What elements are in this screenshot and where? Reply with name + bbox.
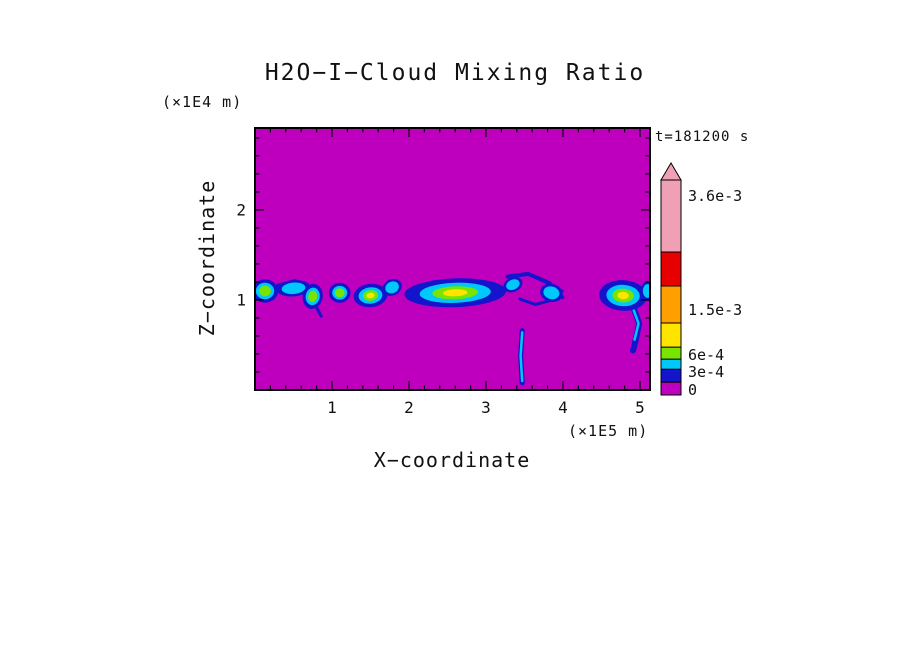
- cloud-layer-green: [259, 285, 271, 297]
- colorbar-segment-background: [660, 381, 682, 396]
- colorbar-tick-label: 1.5e-3: [688, 301, 742, 319]
- x-axis-unit-label: (×1E5 m): [568, 422, 649, 440]
- colorbar-overflow-arrow: [660, 162, 682, 181]
- plot-area-background: [255, 128, 650, 390]
- y-tick-label: 1: [236, 291, 246, 310]
- cloud-blob: [276, 280, 311, 297]
- plot-area: [255, 128, 650, 390]
- colorbar-segment-yellow: [660, 322, 682, 348]
- x-tick-label: 5: [635, 398, 645, 417]
- cloud-blob: [382, 278, 402, 296]
- cloud-layer-cyan: [506, 279, 520, 291]
- cloud-blob: [302, 283, 323, 309]
- plot-frame: [254, 127, 651, 391]
- colorbar-segment-orange: [660, 285, 682, 324]
- cloud-filament: [631, 305, 640, 341]
- x-tick-label: 2: [404, 398, 414, 417]
- cloud-layer-yellow: [366, 292, 375, 299]
- colorbar-segment-pink: [660, 179, 682, 253]
- cloud-blob: [599, 280, 647, 311]
- y-tick-label: 2: [236, 200, 246, 219]
- timestamp-label: t=181200 s: [655, 129, 750, 145]
- chart-title: H2O−I−Cloud Mixing Ratio: [264, 60, 646, 86]
- colorbar-segment-blue: [660, 368, 682, 383]
- cloud-blob: [328, 282, 351, 303]
- cloud-layer-cyan: [543, 286, 560, 300]
- x-tick-label: 4: [558, 398, 568, 417]
- cloud-blob: [353, 283, 388, 308]
- colorbar-tick-label: 6e-4: [688, 346, 724, 364]
- y-axis-unit-label: (×1E4 m): [162, 93, 243, 111]
- colorbar-tick-label: 3.6e-3: [688, 187, 742, 205]
- cloud-layer-cyan: [281, 282, 306, 295]
- x-axis-title: X−coordinate: [373, 448, 531, 472]
- axis-ticks: [255, 128, 650, 390]
- cloud-layer-cyan: [385, 281, 399, 294]
- cloud-blob: [404, 278, 506, 308]
- cloud-layer-cyan: [642, 284, 650, 298]
- cloud-blob: [503, 276, 523, 293]
- colorbar-segment-green: [660, 346, 682, 360]
- cloud-layer-yellow: [617, 291, 629, 300]
- x-tick-label: 1: [327, 398, 337, 417]
- cloud-blob: [255, 279, 279, 303]
- cloud-blob: [640, 281, 650, 301]
- cloud-layer-green: [308, 290, 318, 303]
- cloud-blob: [540, 283, 563, 302]
- x-tick-label: 3: [481, 398, 491, 417]
- cloud-layer-yellow: [443, 289, 468, 297]
- cloud-filament: [519, 331, 524, 383]
- colorbar-segment-cyan: [660, 358, 682, 370]
- colorbar-tick-label: 3e-4: [688, 363, 724, 381]
- cloud-layer-green: [334, 288, 345, 298]
- colorbar-tick-label: 0: [688, 381, 697, 399]
- colorbar-segment-red: [660, 251, 682, 287]
